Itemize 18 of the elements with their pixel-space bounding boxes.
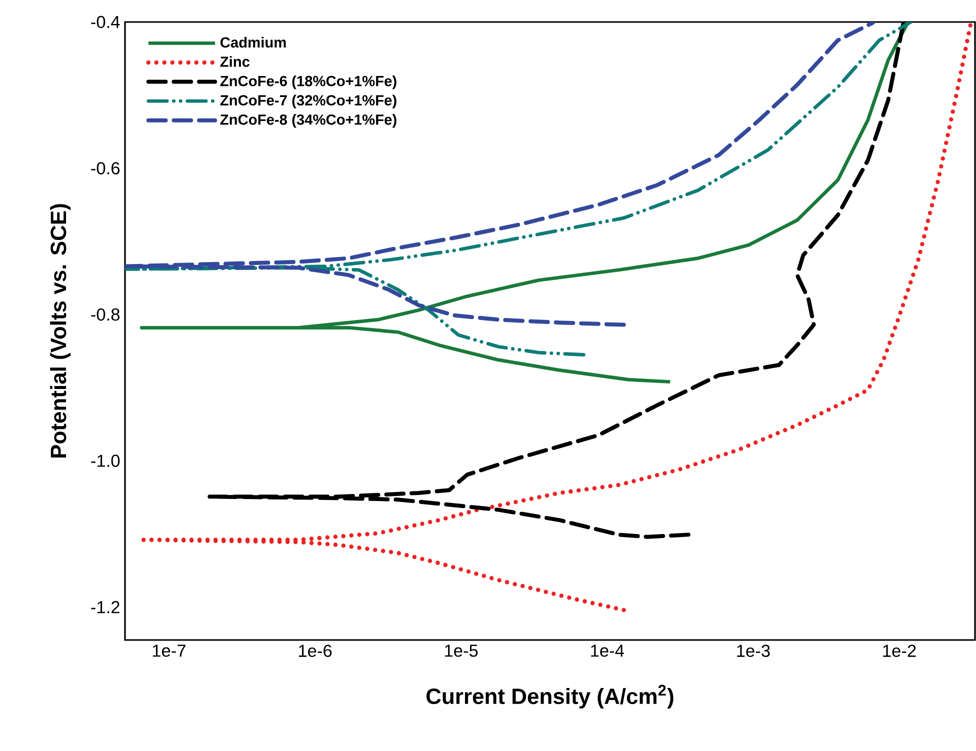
x-tick-label: 1e-6 — [298, 644, 332, 657]
legend-label: Cadmium — [220, 36, 286, 48]
x-tick-label: 1e-2 — [883, 644, 916, 657]
legend-label: ZnCoFe-8 (34%Co+1%Fe) — [220, 114, 396, 128]
y-tick-label: -1.2 — [91, 601, 120, 614]
y-axis-title: Potential (Volts vs. SCE) — [50, 204, 71, 458]
legend-label: ZnCoFe-7 (32%Co+1%Fe) — [220, 94, 396, 108]
x-tick-label: 1e-5 — [445, 644, 478, 657]
x-tick-label: 1e-3 — [737, 644, 770, 657]
x-tick-label: 1e-4 — [591, 644, 624, 657]
x-tick-label: 1e-7 — [152, 644, 186, 657]
y-tick-label: -0.4 — [91, 16, 120, 28]
y-tick-label: -0.6 — [91, 162, 120, 174]
y-tick-label: -0.8 — [91, 308, 120, 321]
x-axis-title: Current Density (A/cm$^{2}$) — [426, 684, 674, 708]
legend-label: ZnCoFe-6 (18%Co+1%Fe) — [220, 75, 396, 90]
y-tick-label: -1.0 — [91, 454, 120, 467]
legend-label: Zinc — [220, 56, 250, 67]
